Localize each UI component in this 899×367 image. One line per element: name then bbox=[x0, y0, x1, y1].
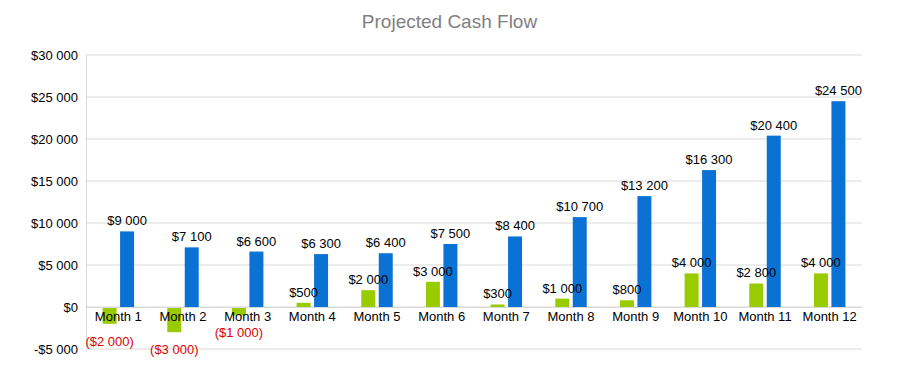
y-tick: $30 000 bbox=[31, 48, 86, 63]
data-label: $800 bbox=[612, 282, 641, 297]
x-tick-label: Month 5 bbox=[354, 309, 401, 324]
bar bbox=[685, 273, 699, 307]
bar bbox=[185, 247, 199, 307]
y-tick: $5 000 bbox=[38, 258, 86, 273]
y-axis: -$5 000 $0 $5 000 $10 000 $15 000 $20 000 $25 … bbox=[31, 48, 87, 357]
bar bbox=[749, 283, 763, 307]
data-label: $4 000 bbox=[672, 255, 712, 270]
y-tick-label: $20 000 bbox=[31, 132, 78, 147]
x-axis: Month 1 Month 2 Month 3 Month 4 Month 5 Month… bbox=[87, 307, 863, 324]
data-label: $20 400 bbox=[750, 118, 797, 133]
y-tick: $15 000 bbox=[31, 174, 86, 189]
x-tick-label: Month 4 bbox=[289, 309, 336, 324]
data-label: $3 000 bbox=[413, 264, 453, 279]
y-axis-line bbox=[86, 56, 87, 350]
grid-line bbox=[86, 349, 862, 350]
x-tick-label: Month 11 bbox=[738, 309, 791, 324]
y-tick-label: $25 000 bbox=[31, 90, 78, 105]
bar bbox=[814, 273, 828, 307]
grid-line bbox=[86, 55, 862, 56]
x-tick-label: Month 1 bbox=[95, 309, 142, 324]
bar bbox=[702, 170, 716, 307]
chart-title: Projected Cash Flow bbox=[362, 11, 538, 32]
x-tick-label: Month 2 bbox=[160, 309, 207, 324]
x-tick: Month 12 bbox=[803, 307, 857, 324]
grid-line bbox=[86, 139, 862, 140]
data-label: $1 000 bbox=[542, 281, 582, 296]
data-label: $7 500 bbox=[431, 226, 471, 241]
x-tick: Month 8 bbox=[548, 307, 595, 324]
y-tick: $20 000 bbox=[31, 132, 86, 147]
data-label: $8 400 bbox=[495, 218, 535, 233]
x-tick: Month 4 bbox=[289, 307, 336, 324]
grid-line bbox=[86, 307, 862, 308]
data-label: $13 200 bbox=[621, 178, 668, 193]
x-tick: Month 11 bbox=[738, 307, 791, 324]
x-tick: Month 5 bbox=[354, 307, 401, 324]
y-tick-label: $10 000 bbox=[31, 216, 78, 231]
data-label: $2 000 bbox=[348, 272, 388, 287]
data-label: ($3 000) bbox=[150, 342, 198, 357]
bar bbox=[555, 299, 569, 307]
data-labels: ($2 000) ($3 000) ($1 000) $500 $2 000 $3 000… bbox=[85, 83, 862, 357]
data-label: ($2 000) bbox=[85, 334, 133, 349]
y-tick-label: $0 bbox=[64, 300, 78, 315]
data-label: $24 500 bbox=[815, 83, 862, 98]
data-label: $6 600 bbox=[237, 234, 277, 249]
y-tick-label: $15 000 bbox=[31, 174, 78, 189]
grid-line bbox=[86, 223, 862, 224]
x-tick: Month 9 bbox=[612, 307, 659, 324]
y-tick-label: $5 000 bbox=[38, 258, 78, 273]
data-label: $4 000 bbox=[801, 255, 841, 270]
x-tick-label: Month 6 bbox=[418, 309, 465, 324]
x-tick: Month 3 bbox=[224, 307, 271, 324]
bar bbox=[767, 136, 781, 307]
x-tick: Month 1 bbox=[95, 307, 142, 324]
data-label: $2 800 bbox=[736, 265, 776, 280]
x-tick-label: Month 9 bbox=[612, 309, 659, 324]
bar bbox=[120, 231, 134, 307]
series bbox=[120, 101, 845, 307]
x-tick: Month 10 bbox=[673, 307, 727, 324]
bar bbox=[297, 303, 311, 307]
x-tick-label: Month 10 bbox=[673, 309, 727, 324]
x-tick-label: Month 3 bbox=[224, 309, 271, 324]
x-tick-label: Month 8 bbox=[548, 309, 595, 324]
y-tick-label: $30 000 bbox=[31, 48, 78, 63]
data-label: $500 bbox=[289, 285, 318, 300]
data-label: $16 300 bbox=[686, 152, 733, 167]
data-label: $7 100 bbox=[172, 229, 212, 244]
bar bbox=[249, 252, 263, 307]
grid bbox=[86, 55, 862, 349]
bar bbox=[426, 282, 440, 307]
chart: Projected Cash Flow -$5 000 $0 $5 000 $10 00… bbox=[0, 0, 899, 367]
bar bbox=[361, 290, 375, 307]
data-label: $6 300 bbox=[301, 236, 341, 251]
x-tick: Month 7 bbox=[483, 307, 530, 324]
y-tick: $10 000 bbox=[31, 216, 86, 231]
y-tick: $0 bbox=[64, 300, 86, 315]
data-label: $10 700 bbox=[556, 199, 603, 214]
bars bbox=[103, 101, 846, 332]
bar bbox=[831, 101, 845, 307]
grid-line bbox=[86, 97, 862, 98]
bar bbox=[491, 304, 505, 307]
x-tick: Month 2 bbox=[160, 307, 207, 324]
y-tick: -$5 000 bbox=[34, 342, 86, 357]
grid-line bbox=[86, 181, 862, 182]
y-tick-label: -$5 000 bbox=[34, 342, 78, 357]
data-label: $6 400 bbox=[366, 235, 406, 250]
bar bbox=[620, 300, 634, 307]
data-label: $9 000 bbox=[107, 213, 147, 228]
data-label: $300 bbox=[483, 286, 512, 301]
x-tick-label: Month 12 bbox=[803, 309, 857, 324]
data-label: ($1 000) bbox=[215, 325, 263, 340]
series bbox=[103, 273, 828, 332]
x-axis-line bbox=[87, 307, 863, 308]
y-tick: $25 000 bbox=[31, 90, 86, 105]
x-tick: Month 6 bbox=[418, 307, 465, 324]
x-tick-label: Month 7 bbox=[483, 309, 530, 324]
